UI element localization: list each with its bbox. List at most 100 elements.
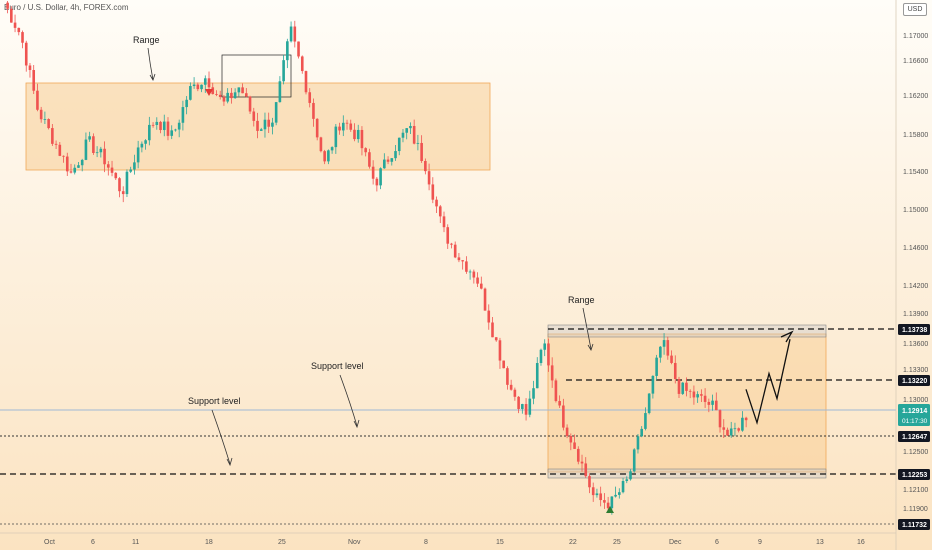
date-tick: 25: [613, 539, 621, 546]
candle-body: [69, 171, 73, 173]
candle-body: [99, 148, 103, 153]
currency-button[interactable]: USD: [903, 3, 927, 16]
candle-body: [483, 288, 487, 311]
price-label-bottom: 1.11732: [898, 519, 930, 530]
candle-body: [588, 476, 591, 488]
candle-body: [334, 126, 338, 148]
candle-body: [181, 107, 185, 123]
svg-text:1.12253: 1.12253: [902, 472, 927, 479]
candle-body: [341, 122, 345, 131]
candle-body: [28, 65, 32, 71]
candle-body: [364, 148, 367, 153]
candle-body: [685, 382, 688, 391]
candle-body: [427, 171, 431, 185]
annotation-arrow: [353, 419, 360, 429]
candle-body: [338, 126, 341, 131]
candle-body: [118, 178, 121, 192]
candle-body: [554, 380, 558, 402]
price-axis[interactable]: 1.17000 1.16600 1.16200 1.15800 1.15400 …: [903, 33, 928, 513]
candle-body: [159, 121, 162, 131]
candle-body: [692, 391, 696, 398]
price-tick: 1.13900: [903, 311, 928, 318]
candle-body: [640, 428, 644, 437]
candle-body: [200, 84, 203, 90]
price-tick: 1.15800: [903, 132, 928, 139]
price-tick: 1.12500: [903, 449, 928, 456]
candle-body: [308, 92, 312, 103]
candle-body: [211, 87, 215, 95]
candle-body: [711, 400, 714, 405]
candle-body: [136, 147, 140, 163]
candle-body: [174, 129, 177, 131]
candle-body: [453, 244, 457, 258]
candle-body: [535, 363, 539, 389]
candle-body: [21, 32, 24, 43]
candle-body: [383, 159, 386, 169]
svg-text:1.12914: 1.12914: [902, 408, 927, 415]
candle-body: [401, 132, 405, 138]
price-tick: 1.11900: [903, 506, 928, 513]
candle-body: [185, 99, 188, 108]
candle-body: [558, 401, 561, 406]
candle-body: [412, 125, 416, 144]
candle-body: [595, 493, 599, 496]
candle-body: [591, 487, 595, 496]
date-tick: 22: [569, 539, 577, 546]
candle-body: [409, 125, 412, 129]
candle-body: [465, 261, 468, 272]
time-axis[interactable]: Oct 6 11 18 25 Nov 8 15 22 25 Dec 6 9 13…: [44, 539, 865, 546]
candle-body: [6, 2, 9, 9]
price-tick: 1.14600: [903, 245, 928, 252]
candle-body: [614, 494, 617, 497]
candle-body: [625, 479, 629, 482]
candle-body: [722, 427, 726, 430]
candle-body: [532, 388, 535, 399]
candle-body: [700, 394, 703, 396]
candle-body: [420, 142, 423, 161]
candle-body: [476, 277, 479, 284]
candle-body: [114, 172, 118, 179]
price-label-current: 1.12914 01:17:30: [898, 404, 930, 426]
candle-body: [666, 340, 670, 356]
resistance-band: [547, 324, 827, 338]
candle-body: [584, 463, 588, 477]
candle-body: [580, 461, 584, 464]
candle-body: [92, 136, 95, 153]
candle-body: [576, 448, 580, 462]
candle-body: [521, 404, 524, 409]
candle-body: [327, 150, 330, 162]
candle-body: [416, 142, 420, 144]
svg-text:01:17:30: 01:17:30: [902, 418, 928, 425]
annotation-arrow: [226, 457, 233, 467]
candle-body: [644, 413, 647, 429]
candle-body: [610, 496, 614, 509]
candle-body: [95, 152, 99, 154]
candle-body: [718, 410, 722, 428]
candle-body: [140, 143, 144, 148]
candle-body: [330, 147, 334, 151]
date-tick: 8: [424, 539, 428, 546]
candle-body: [353, 129, 356, 140]
date-tick: 13: [816, 539, 824, 546]
date-tick: 9: [758, 539, 762, 546]
candle-body: [192, 84, 196, 87]
candle-body: [207, 78, 211, 88]
price-tick: 1.15400: [903, 169, 928, 176]
candle-body: [162, 121, 166, 131]
candle-body: [148, 124, 151, 141]
price-tick: 1.15000: [903, 207, 928, 214]
price-tick: 1.17000: [903, 33, 928, 40]
candle-body: [707, 401, 711, 405]
consolidation-box: [221, 54, 292, 98]
candle-body: [517, 396, 520, 409]
candle-body: [368, 152, 371, 167]
candle-body: [502, 360, 505, 369]
price-tick: 1.12100: [903, 487, 928, 494]
candle-body: [47, 119, 50, 129]
candle-body: [129, 169, 132, 172]
candle-body: [65, 156, 69, 172]
candle-body: [312, 102, 315, 119]
svg-text:1.12647: 1.12647: [902, 434, 927, 441]
candle-body: [543, 343, 547, 350]
